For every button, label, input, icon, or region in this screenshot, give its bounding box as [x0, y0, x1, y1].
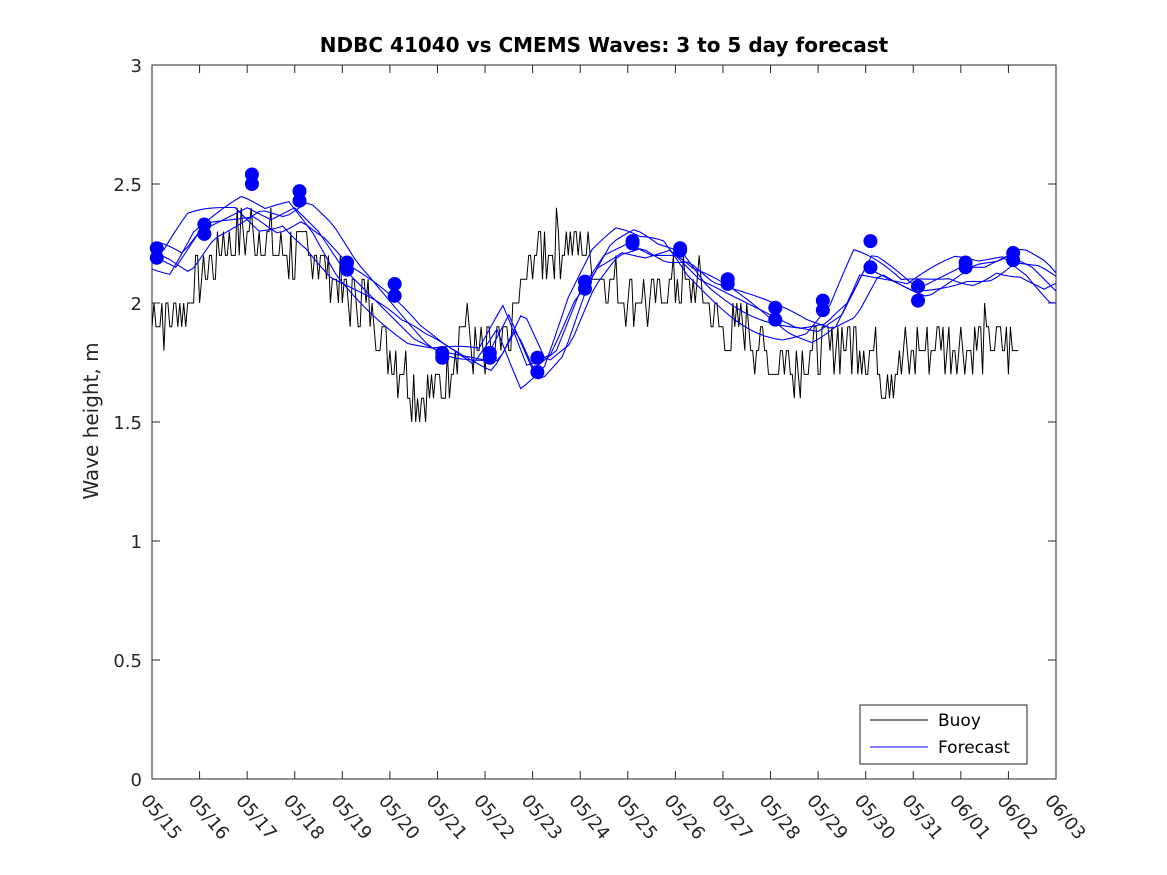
- forecast-marker-point: [768, 300, 783, 315]
- legend-label-forecast: Forecast: [938, 738, 1010, 758]
- forecast-marker-point: [720, 276, 735, 291]
- y-tick-label: 0.5: [113, 651, 142, 672]
- axes-box: [151, 64, 1057, 780]
- forecast-series-line: [152, 216, 1056, 380]
- forecast-marker-point: [292, 193, 307, 208]
- forecast-marker-point: [577, 281, 592, 296]
- legend-label-buoy: Buoy: [938, 711, 981, 731]
- forecast-marker-point: [244, 177, 259, 191]
- plot-area: 00.511.522.5305/1505/1605/1705/1805/1905…: [113, 56, 1089, 844]
- y-tick-label: 3: [131, 56, 142, 77]
- forecast-marker-point: [863, 234, 878, 249]
- y-tick-label: 1.5: [113, 413, 142, 434]
- legend-box: [859, 704, 1028, 765]
- y-tick-label: 1: [131, 532, 142, 553]
- forecast-marker-point: [911, 293, 926, 308]
- forecast-marker-point: [863, 260, 878, 275]
- y-tick-label: 2.5: [113, 175, 142, 196]
- forecast-series-line: [152, 206, 1056, 390]
- forecast-marker-point: [1006, 253, 1021, 268]
- y-tick-label: 0: [131, 770, 142, 791]
- forecast-marker-point: [958, 260, 973, 275]
- forecast-marker-point: [815, 303, 830, 318]
- forecast-marker-point: [673, 243, 688, 258]
- forecast-marker-point: [530, 365, 545, 380]
- forecast-marker-point: [340, 262, 355, 277]
- y-tick-label: 2: [131, 294, 142, 315]
- forecast-marker-point: [482, 350, 497, 365]
- forecast-marker-point: [387, 276, 402, 291]
- forecast-series-line: [152, 195, 1056, 366]
- forecast-marker-point: [197, 226, 212, 241]
- forecast-marker-point: [530, 350, 545, 365]
- forecast-marker-point: [387, 288, 402, 303]
- forecast-marker-point: [149, 250, 164, 265]
- forecast-marker-point: [435, 350, 450, 365]
- forecast-marker-point: [911, 279, 926, 294]
- y-axis-label: Wave height, m: [79, 342, 103, 499]
- forecast-marker-point: [768, 312, 783, 327]
- chart-title: NDBC 41040 vs CMEMS Waves: 3 to 5 day fo…: [320, 33, 889, 57]
- forecast-marker-point: [625, 236, 640, 251]
